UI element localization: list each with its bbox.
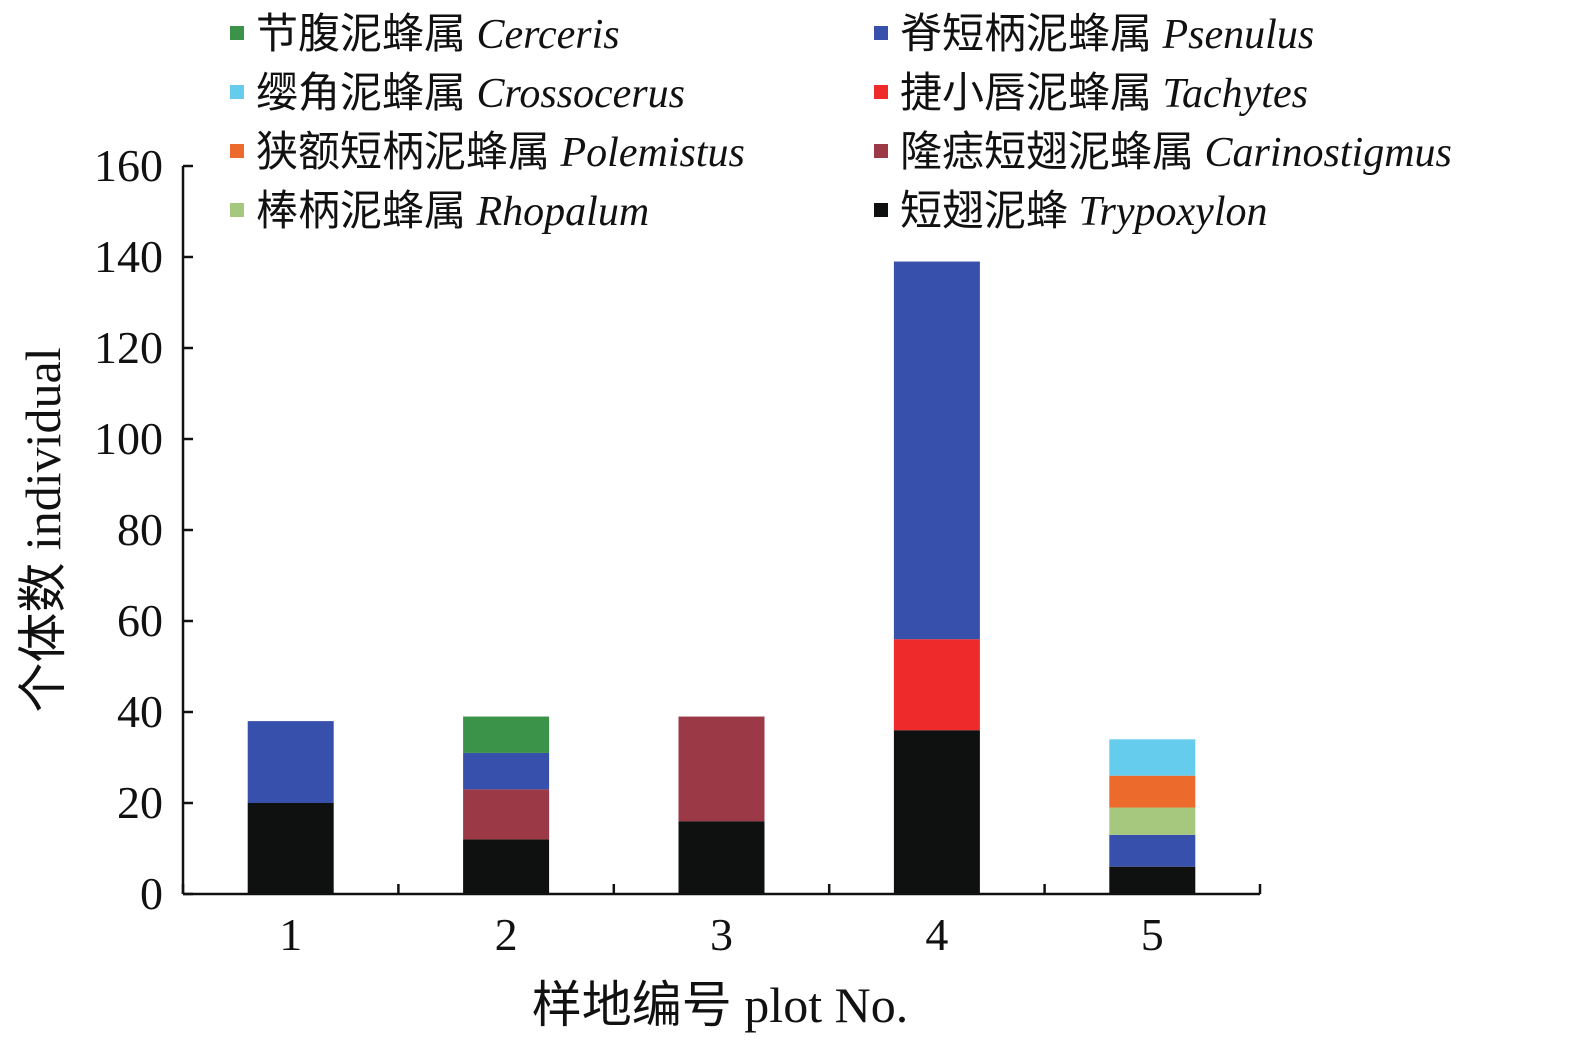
bar-segment xyxy=(463,789,550,840)
bar-segment xyxy=(463,752,550,790)
legend-chinese-name: 脊短柄泥蜂属 xyxy=(900,12,1163,58)
legend-swatch xyxy=(874,85,888,99)
legend-chinese-name: 棒柄泥蜂属 xyxy=(256,189,477,235)
legend-latin-name: Trypoxylon xyxy=(1079,189,1268,235)
legend-entry: 脊短柄泥蜂属 Psenulus xyxy=(900,12,1314,58)
legend-chinese-name: 狭额短柄泥蜂属 xyxy=(256,130,561,176)
x-axis-title: 样地编号 plot No. xyxy=(532,977,908,1033)
y-tick-label: 100 xyxy=(94,413,163,464)
legend-swatch xyxy=(874,203,888,217)
bar-segment xyxy=(1109,866,1196,894)
bar-segment xyxy=(247,803,334,894)
x-tick-label: 2 xyxy=(495,909,518,960)
bar-segment xyxy=(893,639,980,731)
legend-chinese-name: 隆痣短翅泥蜂属 xyxy=(900,130,1205,176)
legend-entry: 缨角泥蜂属 Crossocerus xyxy=(256,71,685,117)
legend-entry: 捷小唇泥蜂属 Tachytes xyxy=(900,71,1308,117)
y-tick-label: 120 xyxy=(94,322,163,373)
bar-segment xyxy=(893,730,980,894)
y-tick-label: 140 xyxy=(94,231,163,282)
y-tick-label: 80 xyxy=(117,504,163,555)
bar-segment xyxy=(463,716,550,753)
bar-segment xyxy=(463,839,550,894)
bars xyxy=(247,261,1196,894)
x-tick-label: 5 xyxy=(1141,909,1164,960)
y-tick-label: 0 xyxy=(140,868,163,919)
legend-swatch xyxy=(230,26,244,40)
legend-entry: 隆痣短翅泥蜂属 Carinostigmus xyxy=(900,130,1452,176)
legend-swatch xyxy=(230,203,244,217)
legend-entry: 棒柄泥蜂属 Rhopalum xyxy=(256,189,649,235)
y-tick-label: 40 xyxy=(117,686,163,737)
legend-latin-name: Crossocerus xyxy=(477,71,685,117)
bar-segment xyxy=(678,821,765,894)
legend-entry: 节腹泥蜂属 Cerceris xyxy=(256,12,620,58)
legend-swatch xyxy=(874,26,888,40)
legend-latin-name: Tachytes xyxy=(1163,71,1308,117)
y-tick-label: 160 xyxy=(94,140,163,191)
bar-segment xyxy=(1109,834,1196,867)
legend-chinese-name: 短翅泥蜂 xyxy=(900,189,1079,235)
y-axis-title: 个体数 individual xyxy=(15,347,71,712)
legend-swatch xyxy=(230,144,244,158)
x-ticks: 1 2 3 4 5 xyxy=(181,884,1262,960)
legend-latin-name: Carinostigmus xyxy=(1205,130,1452,176)
legend-swatch xyxy=(230,85,244,99)
legend-entry: 狭额短柄泥蜂属 Polemistus xyxy=(256,130,745,176)
bar-segment xyxy=(1109,775,1196,808)
x-tick-label: 3 xyxy=(710,909,733,960)
bar-segment xyxy=(893,261,980,640)
bar-segment xyxy=(1109,807,1196,835)
legend-latin-name: Polemistus xyxy=(560,130,745,176)
y-ticks: 0 20 40 60 80 100 120 140 160 xyxy=(94,140,193,919)
y-tick-label: 20 xyxy=(117,777,163,828)
legend-swatch xyxy=(874,144,888,158)
legend-latin-name: Rhopalum xyxy=(476,189,650,235)
legend-chinese-name: 缨角泥蜂属 xyxy=(256,71,477,117)
bar-segment xyxy=(247,721,334,803)
x-tick-label: 1 xyxy=(279,909,302,960)
bar-segment xyxy=(678,716,765,822)
legend-chinese-name: 捷小唇泥蜂属 xyxy=(900,71,1163,117)
legend-latin-name: Psenulus xyxy=(1162,12,1315,58)
legend-chinese-name: 节腹泥蜂属 xyxy=(256,12,477,58)
bar-segment xyxy=(1109,739,1196,776)
legend-latin-name: Cerceris xyxy=(477,12,620,58)
x-tick-label: 4 xyxy=(925,909,948,960)
legend-entry: 短翅泥蜂 Trypoxylon xyxy=(900,189,1268,235)
y-tick-label: 60 xyxy=(117,595,163,646)
legend: 节腹泥蜂属 Cerceris 脊短柄泥蜂属 Psenulus 缨角泥蜂属 Cross… xyxy=(230,12,1452,235)
